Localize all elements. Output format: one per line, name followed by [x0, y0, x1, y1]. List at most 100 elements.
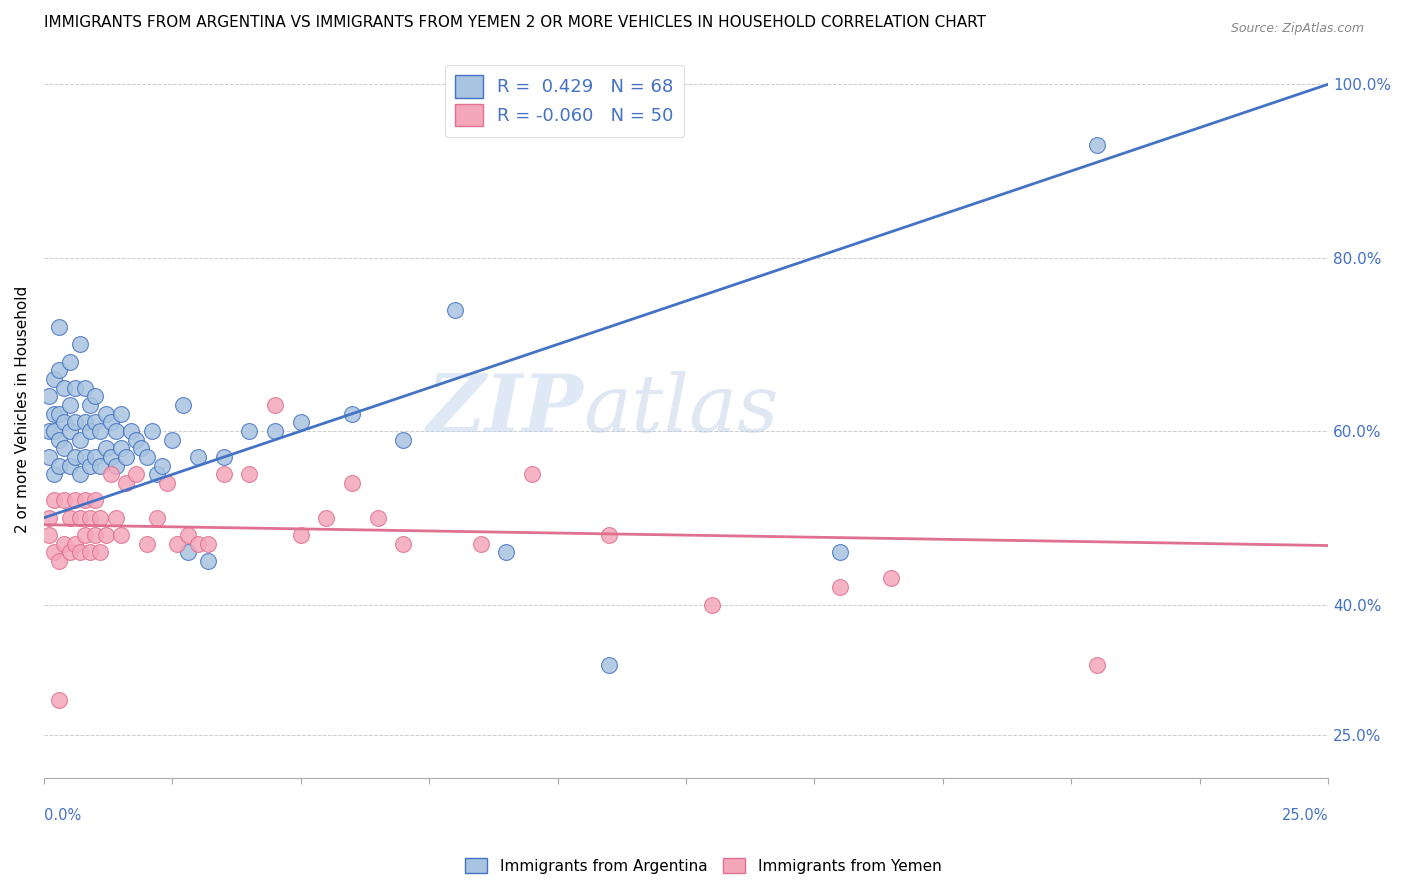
Legend: R =  0.429   N = 68, R = -0.060   N = 50: R = 0.429 N = 68, R = -0.060 N = 50 — [444, 64, 685, 136]
Point — [598, 528, 620, 542]
Point — [44, 372, 66, 386]
Point — [84, 450, 107, 464]
Point — [444, 302, 467, 317]
Point — [172, 398, 194, 412]
Point — [53, 416, 76, 430]
Point — [44, 467, 66, 482]
Point — [104, 424, 127, 438]
Point — [100, 467, 122, 482]
Point — [110, 407, 132, 421]
Point — [238, 467, 260, 482]
Point — [94, 407, 117, 421]
Point — [48, 363, 70, 377]
Point — [156, 476, 179, 491]
Point — [38, 450, 60, 464]
Point — [238, 424, 260, 438]
Point — [89, 458, 111, 473]
Point — [146, 467, 169, 482]
Point — [63, 450, 86, 464]
Point — [58, 545, 80, 559]
Text: ZIP: ZIP — [426, 371, 583, 448]
Point — [69, 545, 91, 559]
Point — [197, 554, 219, 568]
Point — [73, 381, 96, 395]
Point — [598, 658, 620, 673]
Point — [110, 528, 132, 542]
Point — [212, 450, 235, 464]
Point — [115, 476, 138, 491]
Point — [79, 458, 101, 473]
Point — [84, 416, 107, 430]
Point — [58, 398, 80, 412]
Point — [79, 510, 101, 524]
Point — [135, 450, 157, 464]
Point — [48, 433, 70, 447]
Legend: Immigrants from Argentina, Immigrants from Yemen: Immigrants from Argentina, Immigrants fr… — [458, 852, 948, 880]
Point — [53, 493, 76, 508]
Point — [44, 493, 66, 508]
Point — [73, 528, 96, 542]
Point — [48, 458, 70, 473]
Point — [700, 598, 723, 612]
Point — [63, 381, 86, 395]
Point — [880, 572, 903, 586]
Point — [110, 442, 132, 456]
Point — [44, 424, 66, 438]
Point — [89, 510, 111, 524]
Point — [104, 458, 127, 473]
Point — [94, 442, 117, 456]
Point — [69, 467, 91, 482]
Point — [84, 528, 107, 542]
Point — [38, 389, 60, 403]
Point — [100, 416, 122, 430]
Point — [63, 416, 86, 430]
Point — [290, 416, 312, 430]
Text: 0.0%: 0.0% — [44, 808, 82, 823]
Point — [84, 493, 107, 508]
Point — [69, 337, 91, 351]
Point — [58, 424, 80, 438]
Point — [340, 476, 363, 491]
Point — [104, 510, 127, 524]
Point — [58, 510, 80, 524]
Point — [264, 398, 287, 412]
Point — [470, 537, 492, 551]
Point — [495, 545, 517, 559]
Point — [58, 458, 80, 473]
Point — [177, 528, 200, 542]
Y-axis label: 2 or more Vehicles in Household: 2 or more Vehicles in Household — [15, 285, 30, 533]
Point — [392, 433, 415, 447]
Point — [115, 450, 138, 464]
Point — [162, 433, 184, 447]
Point — [150, 458, 173, 473]
Point — [1085, 658, 1108, 673]
Point — [135, 537, 157, 551]
Point — [146, 510, 169, 524]
Title: IMMIGRANTS FROM ARGENTINA VS IMMIGRANTS FROM YEMEN 2 OR MORE VEHICLES IN HOUSEHO: IMMIGRANTS FROM ARGENTINA VS IMMIGRANTS … — [44, 15, 986, 30]
Point — [48, 554, 70, 568]
Point — [79, 398, 101, 412]
Point — [290, 528, 312, 542]
Point — [264, 424, 287, 438]
Point — [100, 450, 122, 464]
Point — [48, 320, 70, 334]
Text: Source: ZipAtlas.com: Source: ZipAtlas.com — [1230, 22, 1364, 36]
Point — [315, 510, 337, 524]
Point — [125, 467, 148, 482]
Point — [53, 381, 76, 395]
Point — [38, 424, 60, 438]
Text: 25.0%: 25.0% — [1282, 808, 1329, 823]
Point — [79, 545, 101, 559]
Point — [48, 693, 70, 707]
Point — [340, 407, 363, 421]
Point — [830, 580, 852, 594]
Point — [166, 537, 188, 551]
Point — [63, 493, 86, 508]
Point — [367, 510, 389, 524]
Point — [131, 442, 153, 456]
Point — [53, 442, 76, 456]
Point — [89, 545, 111, 559]
Point — [197, 537, 219, 551]
Point — [212, 467, 235, 482]
Point — [1085, 137, 1108, 152]
